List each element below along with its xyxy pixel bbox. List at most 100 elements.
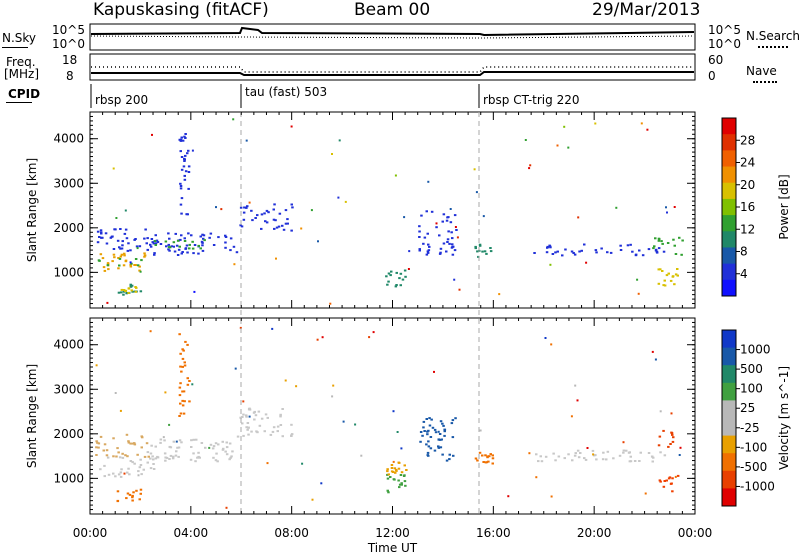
data-cell xyxy=(657,282,661,285)
data-cell xyxy=(241,422,244,425)
data-cell xyxy=(576,399,579,402)
data-cell xyxy=(126,249,130,252)
data-cell xyxy=(132,491,135,494)
data-cell xyxy=(669,482,673,485)
colorbar-segment xyxy=(722,231,736,248)
data-cell xyxy=(175,450,178,453)
data-cell xyxy=(554,251,557,254)
data-cell xyxy=(245,414,248,417)
data-cell xyxy=(281,224,284,227)
data-cell xyxy=(186,377,189,380)
data-cell xyxy=(123,232,127,235)
data-cell xyxy=(136,264,140,267)
data-cell xyxy=(177,455,180,458)
data-cell xyxy=(187,187,190,190)
data-cell xyxy=(103,269,107,272)
data-cell xyxy=(445,219,449,222)
colorbar-segment xyxy=(722,435,736,454)
power-colorbar: 28 24 20 16 12 8 4 Power [dB] xyxy=(721,117,791,297)
freq-label-line1: Freq. xyxy=(6,55,36,69)
data-cell xyxy=(272,218,276,221)
data-cell xyxy=(421,434,424,437)
data-cell xyxy=(200,240,204,243)
data-cell xyxy=(320,482,323,485)
data-cell xyxy=(151,455,154,458)
data-cell xyxy=(133,443,137,446)
data-cell xyxy=(127,467,130,470)
x-tick-label: 08:00 xyxy=(274,526,309,540)
data-cell xyxy=(188,380,191,382)
colorbar-tick-label: -1000 xyxy=(740,479,775,493)
data-cell xyxy=(239,326,242,329)
data-cell xyxy=(99,229,103,232)
data-cell xyxy=(164,391,167,394)
data-cell xyxy=(116,239,120,242)
data-cell xyxy=(217,236,220,239)
data-cell xyxy=(655,251,659,254)
data-cell xyxy=(395,469,398,472)
data-cell xyxy=(252,411,256,414)
data-cell xyxy=(129,263,132,266)
data-cell xyxy=(179,185,183,187)
data-cell xyxy=(481,454,484,457)
data-cell xyxy=(408,250,411,253)
data-cell xyxy=(224,234,227,237)
data-cell xyxy=(106,263,110,266)
data-cell xyxy=(372,331,375,334)
data-cell xyxy=(164,456,167,459)
colorbar-segment xyxy=(722,263,736,281)
data-cell xyxy=(572,252,575,254)
data-cell xyxy=(212,445,216,448)
data-cell xyxy=(191,383,194,386)
data-cell xyxy=(140,446,143,449)
colorbar-tick-label: 500 xyxy=(740,362,763,376)
data-cell xyxy=(397,479,400,482)
data-cell xyxy=(105,454,109,457)
data-cell xyxy=(665,206,667,209)
data-cell xyxy=(99,468,102,471)
data-cell xyxy=(524,139,527,141)
data-cell xyxy=(95,446,98,449)
data-cell xyxy=(265,221,269,224)
data-cell xyxy=(181,399,184,402)
data-cell xyxy=(129,285,133,288)
data-cell xyxy=(663,284,667,287)
data-cell xyxy=(425,418,428,420)
data-cell xyxy=(119,471,123,474)
data-cell xyxy=(279,424,283,426)
colorbar-tick-label: 100 xyxy=(740,382,763,396)
data-cell xyxy=(97,442,101,445)
data-cell xyxy=(544,455,548,458)
data-cell xyxy=(183,364,187,367)
data-cell xyxy=(456,236,459,239)
data-cell xyxy=(181,404,185,407)
data-cell xyxy=(181,357,185,360)
data-cell xyxy=(170,245,173,248)
data-cell xyxy=(529,164,532,167)
data-cell xyxy=(445,250,448,253)
data-cell xyxy=(485,461,489,464)
data-cell xyxy=(179,412,183,415)
data-cell xyxy=(214,459,218,462)
data-cell xyxy=(103,475,106,478)
data-cell xyxy=(281,435,284,438)
data-cell xyxy=(647,452,651,454)
data-cell xyxy=(392,410,395,413)
data-cell xyxy=(178,245,181,248)
data-cell xyxy=(441,422,444,425)
data-cell xyxy=(140,473,143,476)
data-cell xyxy=(676,268,679,270)
data-cell xyxy=(103,464,106,467)
data-cell xyxy=(180,370,183,373)
colorbar-frame xyxy=(721,329,737,507)
data-cell xyxy=(191,247,195,250)
data-cell xyxy=(232,118,235,121)
data-cell xyxy=(225,506,228,509)
data-cell xyxy=(107,268,110,271)
data-cell xyxy=(626,244,630,247)
nsearch-legend-line xyxy=(758,46,788,48)
data-cell xyxy=(221,440,224,443)
data-cell xyxy=(117,257,120,259)
data-cell xyxy=(134,290,138,293)
colorbar-tick-label: -500 xyxy=(740,460,767,474)
